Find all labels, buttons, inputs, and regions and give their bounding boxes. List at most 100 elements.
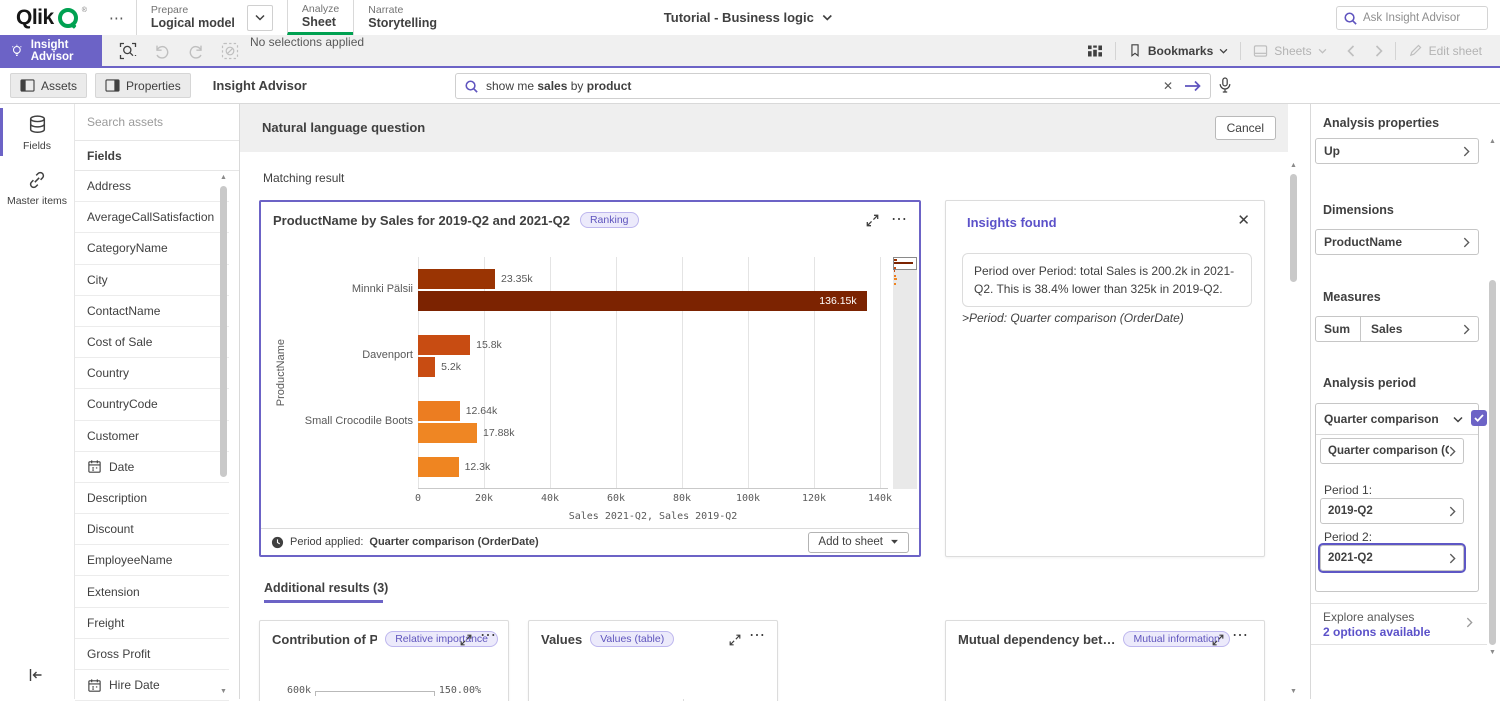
chart-minimap-scroll[interactable] bbox=[893, 257, 917, 489]
voice-query-mic-icon[interactable] bbox=[1218, 76, 1232, 99]
chevron-down-icon bbox=[1453, 416, 1463, 423]
clear-selections-icon[interactable] bbox=[220, 41, 240, 61]
ask-insight-advisor-search[interactable] bbox=[1336, 6, 1488, 30]
period2-button[interactable]: 2021-Q2 bbox=[1318, 543, 1466, 573]
bar-sales-2021-q2[interactable] bbox=[418, 457, 459, 477]
rail-item-master-items[interactable]: Master items bbox=[0, 160, 74, 215]
field-item[interactable]: Freight bbox=[75, 608, 229, 639]
app-title-menu[interactable]: Tutorial - Business logic bbox=[664, 0, 833, 35]
chevron-down-icon bbox=[1318, 48, 1327, 54]
field-item[interactable]: EmployeeName bbox=[75, 545, 229, 577]
bar-sales-2021-q2[interactable] bbox=[418, 401, 460, 421]
scroll-up-arrow[interactable]: ▲ bbox=[220, 174, 227, 181]
period1-button[interactable]: 2019-Q2 bbox=[1320, 498, 1464, 524]
expand-icon[interactable] bbox=[729, 633, 741, 651]
explore-analyses-link[interactable]: 2 options available bbox=[1323, 625, 1431, 639]
measure-sales-button[interactable]: Sum Sales bbox=[1315, 316, 1479, 342]
search-assets-box[interactable] bbox=[75, 104, 239, 141]
scrollbar-thumb[interactable] bbox=[220, 186, 227, 477]
field-item[interactable]: City bbox=[75, 265, 229, 296]
expand-icon[interactable] bbox=[460, 633, 472, 651]
bar-sales-2019-q2[interactable] bbox=[418, 423, 477, 443]
period-type-dropdown[interactable]: Quarter comparison bbox=[1316, 404, 1478, 435]
matching-result-chart-card[interactable]: ProductName by Sales for 2019-Q2 and 202… bbox=[259, 200, 921, 557]
bar-sales-2021-q2[interactable] bbox=[418, 335, 471, 355]
sheet-icon bbox=[1254, 44, 1268, 57]
card-more-menu-icon[interactable]: ⋯ bbox=[749, 627, 765, 644]
nlq-input[interactable]: show me sales by product bbox=[486, 79, 632, 93]
period-calendar-button[interactable]: Quarter comparison (OrderD… bbox=[1320, 438, 1464, 464]
field-item[interactable]: Date bbox=[75, 452, 229, 483]
dimension-productname-button[interactable]: ProductName bbox=[1315, 229, 1479, 255]
edit-sheet-button[interactable]: Edit sheet bbox=[1400, 43, 1490, 58]
insight-advisor-panel-title: Insight Advisor bbox=[212, 78, 307, 93]
submit-query-arrow-icon[interactable] bbox=[1184, 80, 1202, 92]
result-card-values[interactable]: Values Values (table) ⋯ ProductName Sale… bbox=[528, 620, 778, 701]
field-item[interactable]: ContactName bbox=[75, 296, 229, 327]
scroll-down-arrow[interactable]: ▼ bbox=[1290, 688, 1297, 695]
field-item[interactable]: Hire Date bbox=[75, 670, 229, 701]
app-overview-grid-icon[interactable] bbox=[1079, 43, 1111, 59]
field-item[interactable]: Country bbox=[75, 358, 229, 390]
result-card-contribution[interactable]: Contribution of Product… Relative import… bbox=[259, 620, 509, 701]
scrollbar-thumb[interactable] bbox=[1290, 174, 1297, 282]
next-sheet-button[interactable] bbox=[1367, 44, 1391, 57]
redo-selection-icon[interactable] bbox=[186, 41, 206, 61]
scroll-down-arrow[interactable]: ▼ bbox=[1489, 649, 1496, 656]
clear-query-icon[interactable]: ✕ bbox=[1162, 79, 1173, 93]
card-more-menu-icon[interactable]: ⋯ bbox=[480, 627, 496, 644]
add-to-sheet-button[interactable]: Add to sheet bbox=[808, 531, 909, 553]
fields-list-scrollbar[interactable]: ▲ ▼ bbox=[218, 172, 229, 699]
nlq-search-box[interactable]: show me sales by product ✕ bbox=[455, 73, 1211, 99]
rail-item-fields[interactable]: Fields bbox=[0, 104, 74, 160]
expand-icon[interactable] bbox=[866, 214, 879, 227]
bookmarks-menu[interactable]: Bookmarks bbox=[1120, 43, 1236, 58]
result-card-mutual-dependency[interactable]: Mutual dependency bet… Mutual informatio… bbox=[945, 620, 1265, 701]
bar-sales-2019-q2[interactable] bbox=[418, 357, 436, 377]
card-more-menu-icon[interactable]: ⋯ bbox=[1232, 627, 1248, 644]
close-icon[interactable]: ✕ bbox=[1237, 212, 1250, 229]
collapse-panel-icon[interactable] bbox=[28, 668, 44, 687]
field-item[interactable]: CategoryName bbox=[75, 233, 229, 265]
field-item[interactable]: AverageCallSatisfaction bbox=[75, 202, 229, 234]
scroll-up-arrow[interactable]: ▲ bbox=[1290, 162, 1297, 169]
tab-narrate[interactable]: Narrate Storytelling bbox=[353, 0, 451, 35]
search-assets-input[interactable] bbox=[87, 115, 227, 129]
bar-chart-plot[interactable]: 23.35k 136.15k 15.8k 5.2k 12.64k 17.88k 12.3k bbox=[418, 257, 888, 489]
field-item[interactable]: Customer bbox=[75, 421, 229, 452]
field-item[interactable]: CountryCode bbox=[75, 389, 229, 421]
sheets-menu[interactable]: Sheets bbox=[1245, 44, 1334, 58]
insight-advisor-button[interactable]: Insight Advisor bbox=[0, 35, 102, 66]
scroll-up-arrow[interactable]: ▲ bbox=[1489, 138, 1496, 145]
field-item[interactable]: Description bbox=[75, 483, 229, 515]
previous-sheet-button[interactable] bbox=[1339, 44, 1363, 57]
assets-toggle-button[interactable]: Assets bbox=[10, 73, 88, 98]
ask-insight-advisor-input[interactable] bbox=[1363, 12, 1473, 24]
properties-toggle-button[interactable]: Properties bbox=[95, 73, 191, 98]
prepare-dropdown-button[interactable] bbox=[246, 4, 273, 31]
results-scrollbar[interactable]: ▲ ▼ bbox=[1288, 156, 1299, 701]
bar-sales-2019-q2[interactable] bbox=[418, 291, 868, 311]
bar-sales-2021-q2[interactable] bbox=[418, 269, 496, 289]
smart-search-icon[interactable] bbox=[118, 41, 138, 61]
qlik-logo[interactable]: Qlik ® bbox=[0, 0, 97, 35]
undo-selection-icon[interactable] bbox=[152, 41, 172, 61]
properties-scrollbar[interactable]: ▲ ▼ bbox=[1487, 132, 1498, 672]
tab-additional-results[interactable]: Additional results (3) bbox=[264, 581, 389, 595]
tab-prepare[interactable]: Prepare Logical model bbox=[135, 0, 287, 35]
expand-icon[interactable] bbox=[1212, 633, 1224, 651]
tab-analyze[interactable]: Analyze Sheet bbox=[286, 0, 354, 35]
field-item[interactable]: Address bbox=[75, 171, 229, 203]
scrollbar-thumb[interactable] bbox=[1489, 280, 1496, 645]
field-item[interactable]: Discount bbox=[75, 514, 229, 546]
chart-more-menu-icon[interactable]: ⋯ bbox=[891, 211, 907, 228]
global-menu-icon[interactable]: ⋯ bbox=[108, 9, 124, 27]
explore-analyses-row[interactable]: Explore analyses 2 options available bbox=[1311, 603, 1487, 645]
sort-up-button[interactable]: Up bbox=[1315, 138, 1479, 164]
scroll-down-arrow[interactable]: ▼ bbox=[220, 688, 227, 695]
cancel-button[interactable]: Cancel bbox=[1214, 116, 1276, 140]
field-item[interactable]: Cost of Sale bbox=[75, 327, 229, 359]
field-item[interactable]: Extension bbox=[75, 576, 229, 608]
period-enabled-checkbox[interactable] bbox=[1471, 410, 1487, 426]
field-item[interactable]: Gross Profit bbox=[75, 639, 229, 670]
